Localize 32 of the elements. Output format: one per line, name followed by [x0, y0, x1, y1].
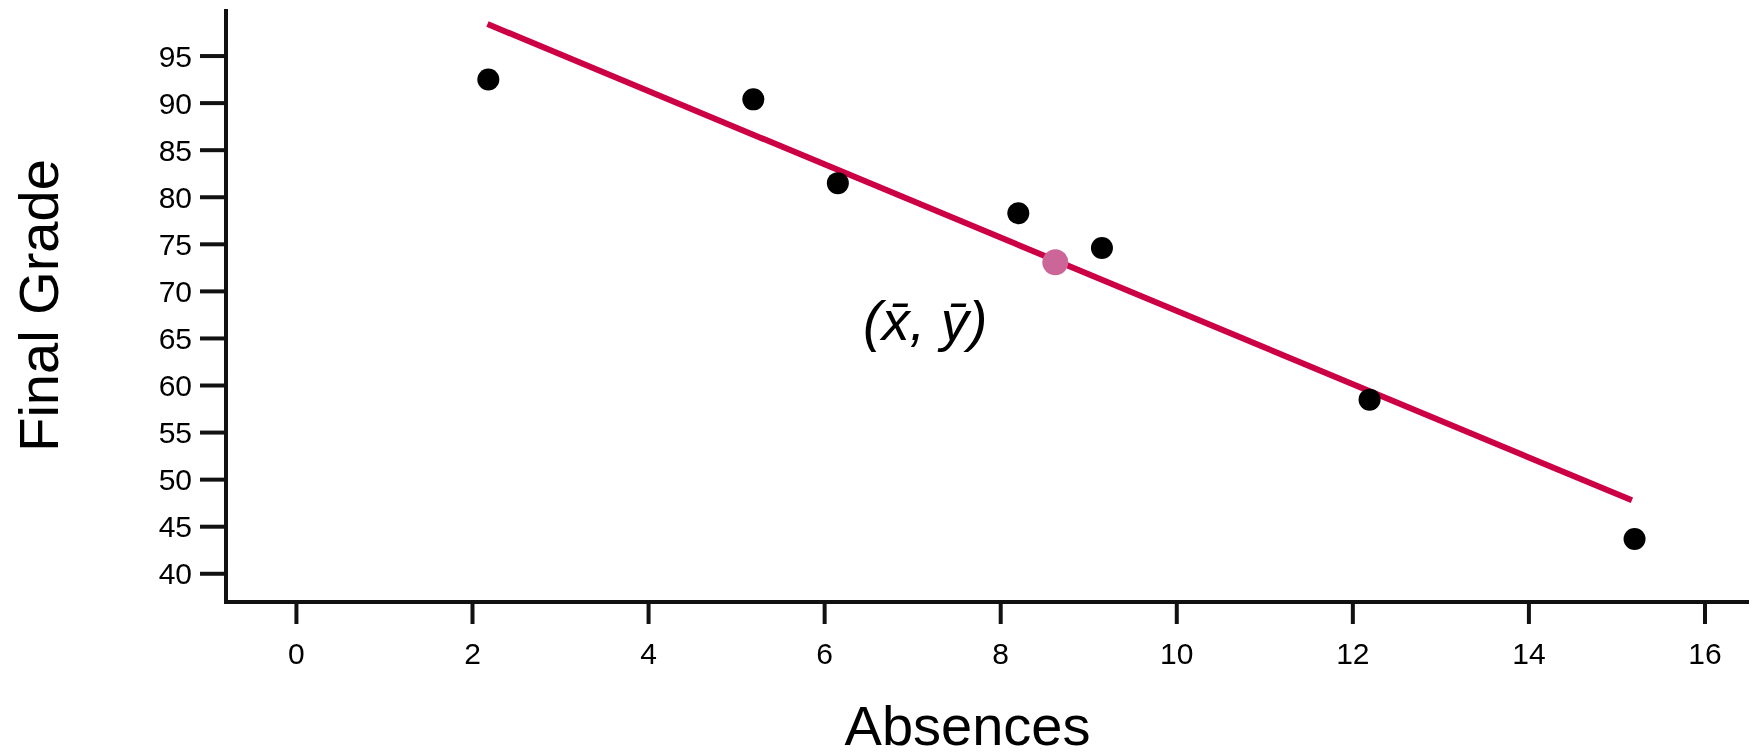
y-tick-label: 90	[158, 86, 192, 120]
x-tick-label: 10	[1160, 637, 1194, 670]
point	[826, 172, 849, 195]
point	[1007, 202, 1030, 225]
y-tick-label: 65	[158, 321, 192, 355]
y-tick-label: 70	[158, 274, 192, 308]
y-tick-label: 55	[158, 416, 192, 450]
x-tick-label: 8	[992, 637, 1010, 670]
point	[1090, 237, 1113, 260]
y-tick-label: 80	[158, 180, 192, 214]
x-axis-title: Absences	[844, 694, 1091, 756]
x-tick-label: 14	[1512, 637, 1546, 670]
y-tick-label: 85	[158, 133, 192, 167]
y-tick-label: 50	[158, 463, 192, 497]
y-tick-label: 95	[158, 39, 192, 73]
annotation: (x̄, ȳ)	[863, 289, 988, 353]
x-tick-label: 2	[464, 637, 481, 670]
point	[742, 88, 765, 111]
y-tick-label: 75	[158, 227, 192, 261]
x-tick-label: 4	[640, 637, 657, 670]
point	[1623, 527, 1646, 550]
point	[477, 68, 500, 91]
y-tick-label: 40	[158, 557, 192, 591]
x-tick-label: 12	[1336, 637, 1370, 670]
point	[1042, 249, 1069, 276]
x-tick-label: 6	[816, 637, 833, 670]
x-tick-label: 0	[288, 637, 305, 670]
y-axis-title: Final Grade	[7, 159, 70, 452]
point	[1358, 388, 1381, 411]
y-tick-label: 45	[158, 510, 192, 544]
y-tick-label: 60	[158, 369, 192, 403]
x-tick-label: 16	[1688, 637, 1722, 670]
